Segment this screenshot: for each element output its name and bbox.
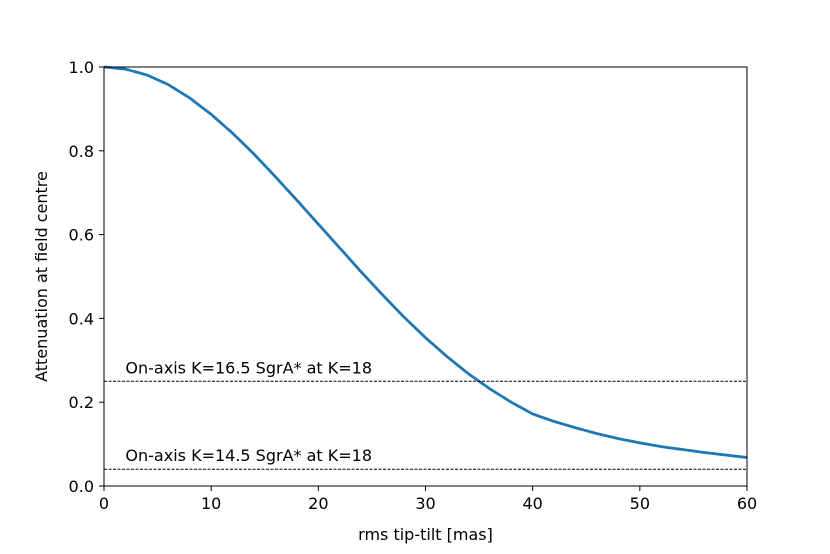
x-axis-label: rms tip-tilt [mas] bbox=[358, 525, 493, 544]
ticks-layer: 0 10 20 30 40 50 60 0.0 0.2 0.4 0.6 0.8 1.0 bbox=[69, 58, 758, 513]
series-line-0 bbox=[103, 65, 748, 459]
y-tick-label: 0.8 bbox=[69, 142, 94, 161]
y-tick-label: 0.0 bbox=[69, 477, 94, 496]
y-tick-label: 1.0 bbox=[69, 58, 94, 77]
y-tick-label: 0.2 bbox=[69, 393, 94, 412]
x-tick-label: 30 bbox=[415, 494, 435, 513]
y-tick-label: 0.6 bbox=[69, 226, 94, 245]
x-tick-label: 20 bbox=[308, 494, 328, 513]
x-tick-label: 60 bbox=[737, 494, 757, 513]
threshold-label-0: On-axis K=16.5 SgrA* at K=18 bbox=[125, 358, 372, 377]
series-layer bbox=[103, 65, 748, 459]
threshold-label-1: On-axis K=14.5 SgrA* at K=18 bbox=[125, 446, 372, 465]
x-tick-label: 40 bbox=[522, 494, 542, 513]
x-tick-label: 10 bbox=[201, 494, 221, 513]
y-axis-label: Attenuation at field centre bbox=[32, 171, 51, 382]
y-tick-label: 0.4 bbox=[69, 309, 94, 328]
x-tick-label: 50 bbox=[630, 494, 650, 513]
hlines-layer: On-axis K=16.5 SgrA* at K=18 On-axis K=14… bbox=[104, 358, 747, 470]
x-tick-label: 0 bbox=[99, 494, 109, 513]
plot-frame bbox=[103, 66, 748, 487]
